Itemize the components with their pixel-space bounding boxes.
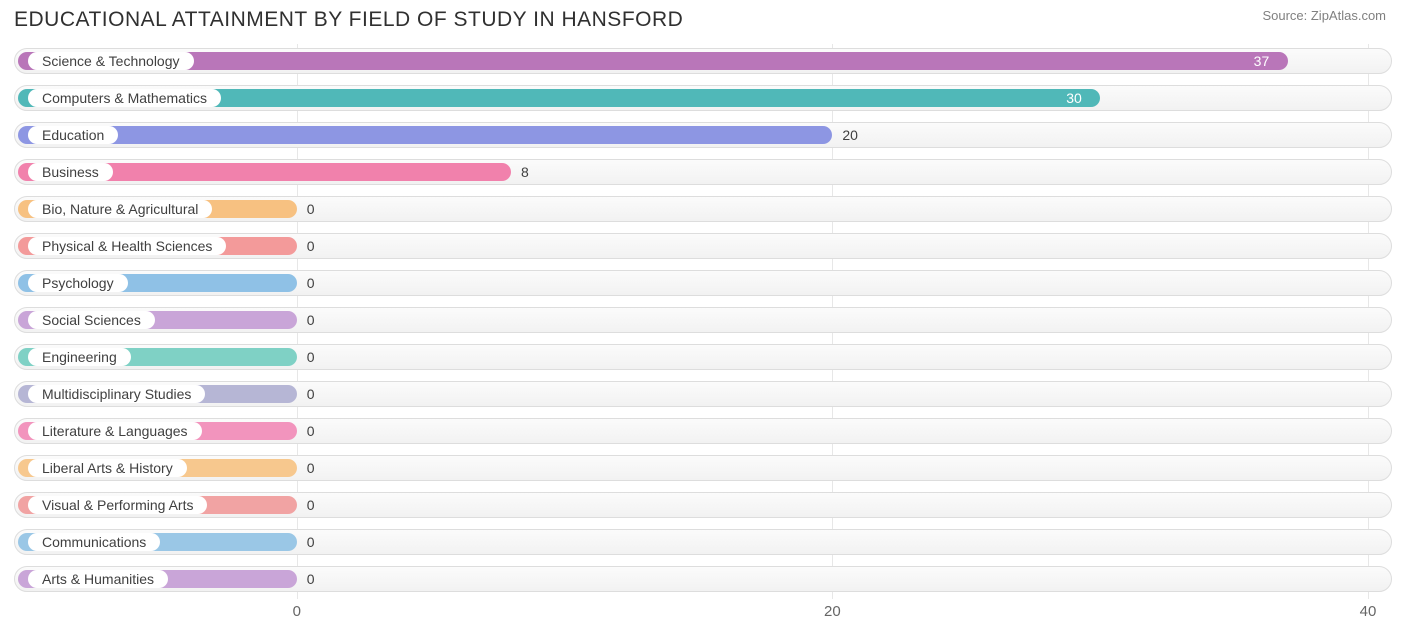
x-tick: 0: [293, 603, 301, 620]
bar-label-pill: Literature & Languages: [28, 422, 202, 440]
bar-row: Social Sciences 0: [14, 303, 1392, 337]
bar-value: 0: [307, 497, 315, 513]
bar-row: Arts & Humanities 0: [14, 562, 1392, 596]
bar-label-pill: Business: [28, 163, 113, 181]
bar-label-pill: Physical & Health Sciences: [28, 237, 226, 255]
bar-row: Engineering 0: [14, 340, 1392, 374]
bar-value: 0: [307, 386, 315, 402]
bar-label-pill: Education: [28, 126, 118, 144]
bar-label-pill: Multidisciplinary Studies: [28, 385, 205, 403]
bar-row: Communications 0: [14, 525, 1392, 559]
bar-value: 30: [1066, 90, 1082, 106]
bar-label-pill: Visual & Performing Arts: [28, 496, 207, 514]
bar-row: Physical & Health Sciences 0: [14, 229, 1392, 263]
bar-label-pill: Liberal Arts & History: [28, 459, 187, 477]
bar-value: 0: [307, 571, 315, 587]
bar-value: 0: [307, 312, 315, 328]
bar-row: Education 20: [14, 118, 1392, 152]
bar-row: Business 8: [14, 155, 1392, 189]
chart-source: Source: ZipAtlas.com: [1262, 8, 1386, 23]
chart-title: EDUCATIONAL ATTAINMENT BY FIELD OF STUDY…: [14, 8, 683, 32]
bar-label-pill: Computers & Mathematics: [28, 89, 221, 107]
bar-value: 0: [307, 460, 315, 476]
bar-value: 20: [842, 127, 858, 143]
bar-label-pill: Bio, Nature & Agricultural: [28, 200, 212, 218]
x-axis: 0 20 40: [14, 603, 1392, 623]
bar-row: Multidisciplinary Studies 0: [14, 377, 1392, 411]
bar-value: 8: [521, 164, 529, 180]
bar-label-pill: Communications: [28, 533, 160, 551]
bar-value: 0: [307, 349, 315, 365]
bar-row: Computers & Mathematics 30: [14, 81, 1392, 115]
chart-area: Science & Technology 37 Computers & Mathem…: [14, 44, 1392, 599]
bar-row: Literature & Languages 0: [14, 414, 1392, 448]
bar-value: 37: [1254, 53, 1270, 69]
x-tick: 20: [824, 603, 841, 620]
bar-fill: [18, 52, 1288, 70]
bar-row: Liberal Arts & History 0: [14, 451, 1392, 485]
bar-value: 0: [307, 238, 315, 254]
bar-value: 0: [307, 275, 315, 291]
bar-label-pill: Science & Technology: [28, 52, 194, 70]
bar-label-pill: Psychology: [28, 274, 128, 292]
bar-row: Psychology 0: [14, 266, 1392, 300]
bar-value: 0: [307, 423, 315, 439]
bar-value: 0: [307, 201, 315, 217]
bar-value: 0: [307, 534, 315, 550]
bar-label-pill: Social Sciences: [28, 311, 155, 329]
bar-row: Science & Technology 37: [14, 44, 1392, 78]
bar-row: Visual & Performing Arts 0: [14, 488, 1392, 522]
bar-label-pill: Engineering: [28, 348, 131, 366]
bar-row: Bio, Nature & Agricultural 0: [14, 192, 1392, 226]
bar-label-pill: Arts & Humanities: [28, 570, 168, 588]
x-tick: 40: [1360, 603, 1377, 620]
bar-fill: [18, 126, 832, 144]
